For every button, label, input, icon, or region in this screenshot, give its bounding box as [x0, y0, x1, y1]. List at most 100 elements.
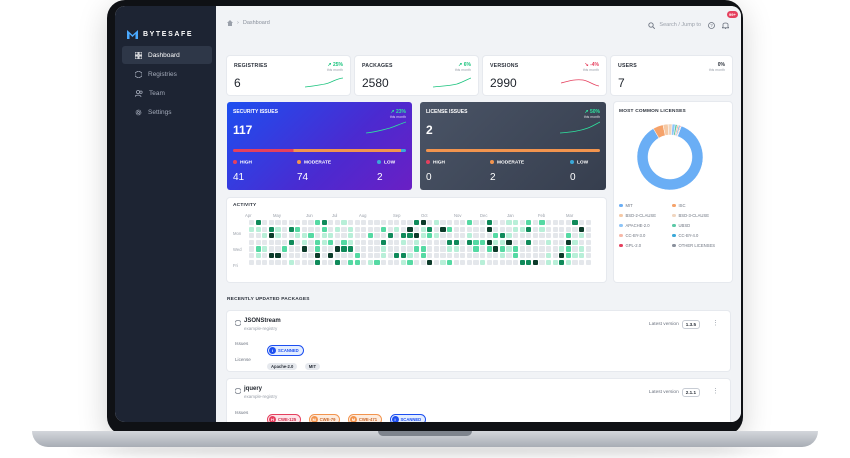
activity-cell[interactable]	[513, 226, 519, 232]
activity-cell[interactable]	[361, 253, 367, 259]
notifications-button[interactable]: 99+	[720, 11, 738, 34]
activity-cell[interactable]	[315, 246, 321, 252]
activity-cell[interactable]	[295, 226, 301, 232]
activity-cell[interactable]	[341, 239, 347, 245]
activity-cell[interactable]	[394, 226, 400, 232]
activity-cell[interactable]	[374, 239, 380, 245]
activity-cell[interactable]	[433, 253, 439, 259]
activity-cell[interactable]	[572, 253, 578, 259]
activity-cell[interactable]	[526, 233, 532, 239]
activity-cell[interactable]	[275, 246, 281, 252]
activity-cell[interactable]	[348, 253, 354, 259]
activity-cell[interactable]	[275, 253, 281, 259]
activity-cell[interactable]	[460, 233, 466, 239]
activity-cell[interactable]	[473, 233, 479, 239]
activity-cell[interactable]	[499, 233, 505, 239]
activity-cell[interactable]	[460, 253, 466, 259]
activity-cell[interactable]	[394, 220, 400, 226]
activity-cell[interactable]	[460, 239, 466, 245]
activity-cell[interactable]	[361, 246, 367, 252]
activity-cell[interactable]	[493, 220, 499, 226]
activity-cell[interactable]	[565, 259, 571, 265]
activity-cell[interactable]	[341, 259, 347, 265]
activity-cell[interactable]	[480, 226, 486, 232]
activity-cell[interactable]	[328, 259, 334, 265]
activity-cell[interactable]	[506, 239, 512, 245]
activity-cell[interactable]	[552, 253, 558, 259]
activity-cell[interactable]	[407, 259, 413, 265]
activity-cell[interactable]	[321, 220, 327, 226]
activity-cell[interactable]	[249, 233, 255, 239]
activity-cell[interactable]	[315, 233, 321, 239]
package-card-jquery[interactable]: jquery example-registry Latest version 2.…	[227, 379, 730, 422]
activity-cell[interactable]	[460, 220, 466, 226]
activity-cell[interactable]	[295, 259, 301, 265]
activity-cell[interactable]	[308, 226, 314, 232]
activity-cell[interactable]	[532, 253, 538, 259]
stat-card-registries[interactable]: REGISTRIES 6 ↗ 25% this month	[227, 56, 350, 95]
activity-cell[interactable]	[473, 259, 479, 265]
activity-cell[interactable]	[321, 226, 327, 232]
activity-cell[interactable]	[565, 226, 571, 232]
activity-cell[interactable]	[519, 220, 525, 226]
activity-cell[interactable]	[282, 220, 288, 226]
activity-cell[interactable]	[440, 259, 446, 265]
activity-cell[interactable]	[546, 220, 552, 226]
activity-cell[interactable]	[381, 253, 387, 259]
sidebar-item-settings[interactable]: Settings	[122, 103, 212, 121]
activity-cell[interactable]	[572, 259, 578, 265]
activity-cell[interactable]	[420, 239, 426, 245]
activity-cell[interactable]	[414, 239, 420, 245]
activity-cell[interactable]	[301, 253, 307, 259]
stat-card-users[interactable]: USERS 7 0% this month	[611, 56, 732, 95]
activity-cell[interactable]	[499, 259, 505, 265]
activity-cell[interactable]	[506, 246, 512, 252]
activity-cell[interactable]	[440, 239, 446, 245]
activity-cell[interactable]	[585, 220, 591, 226]
activity-cell[interactable]	[414, 220, 420, 226]
activity-cell[interactable]	[433, 220, 439, 226]
activity-cell[interactable]	[526, 246, 532, 252]
activity-cell[interactable]	[565, 220, 571, 226]
activity-cell[interactable]	[552, 239, 558, 245]
activity-cell[interactable]	[447, 226, 453, 232]
activity-cell[interactable]	[334, 233, 340, 239]
activity-cell[interactable]	[499, 246, 505, 252]
activity-cell[interactable]	[506, 233, 512, 239]
activity-cell[interactable]	[506, 253, 512, 259]
activity-cell[interactable]	[440, 246, 446, 252]
licenses-donut-chart[interactable]	[635, 122, 705, 192]
activity-cell[interactable]	[466, 246, 472, 252]
activity-cell[interactable]	[255, 233, 261, 239]
activity-cell[interactable]	[532, 233, 538, 239]
activity-cell[interactable]	[262, 226, 268, 232]
activity-cell[interactable]	[532, 220, 538, 226]
activity-cell[interactable]	[249, 239, 255, 245]
activity-cell[interactable]	[255, 253, 261, 259]
activity-cell[interactable]	[453, 239, 459, 245]
activity-cell[interactable]	[414, 259, 420, 265]
activity-cell[interactable]	[466, 233, 472, 239]
activity-cell[interactable]	[255, 226, 261, 232]
activity-cell[interactable]	[447, 253, 453, 259]
activity-cell[interactable]	[433, 246, 439, 252]
donut-slice[interactable]	[676, 125, 682, 137]
activity-cell[interactable]	[539, 253, 545, 259]
activity-cell[interactable]	[559, 246, 565, 252]
activity-cell[interactable]	[493, 259, 499, 265]
issue-chip-scanned[interactable]: i SCANNED	[267, 345, 304, 356]
activity-cell[interactable]	[400, 233, 406, 239]
activity-cell[interactable]	[275, 259, 281, 265]
activity-cell[interactable]	[407, 253, 413, 259]
activity-cell[interactable]	[579, 246, 585, 252]
activity-cell[interactable]	[552, 233, 558, 239]
activity-cell[interactable]	[559, 233, 565, 239]
activity-cell[interactable]	[585, 246, 591, 252]
activity-cell[interactable]	[255, 246, 261, 252]
activity-cell[interactable]	[328, 220, 334, 226]
activity-cell[interactable]	[400, 259, 406, 265]
activity-cell[interactable]	[579, 220, 585, 226]
activity-cell[interactable]	[433, 233, 439, 239]
issue-chip-scanned[interactable]: i SCANNED	[389, 414, 427, 422]
activity-cell[interactable]	[440, 233, 446, 239]
